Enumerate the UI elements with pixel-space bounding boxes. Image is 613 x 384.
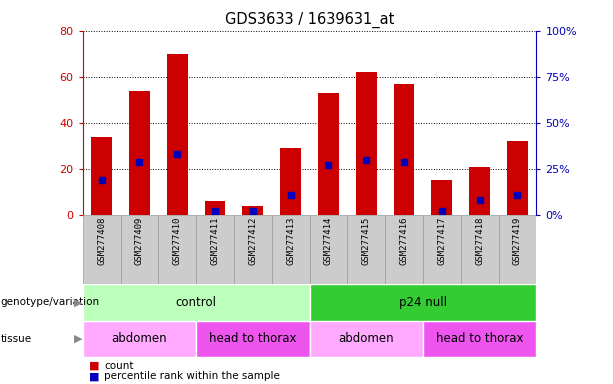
Bar xyxy=(348,215,385,284)
Text: ■: ■ xyxy=(89,371,99,381)
Bar xyxy=(310,321,423,357)
Bar xyxy=(310,284,536,321)
Text: percentile rank within the sample: percentile rank within the sample xyxy=(104,371,280,381)
Text: ■: ■ xyxy=(89,361,99,371)
Bar xyxy=(507,141,528,215)
Text: GSM277419: GSM277419 xyxy=(513,217,522,265)
Text: GSM277415: GSM277415 xyxy=(362,217,371,265)
Text: ▶: ▶ xyxy=(74,334,82,344)
Text: GSM277409: GSM277409 xyxy=(135,217,144,265)
Bar xyxy=(394,84,414,215)
Text: p24 null: p24 null xyxy=(399,296,447,309)
Title: GDS3633 / 1639631_at: GDS3633 / 1639631_at xyxy=(225,12,394,28)
Point xyxy=(324,162,333,168)
Bar xyxy=(91,137,112,215)
Bar xyxy=(423,321,536,357)
Text: control: control xyxy=(176,296,216,309)
Text: GSM277408: GSM277408 xyxy=(97,217,106,265)
Bar xyxy=(83,284,310,321)
Text: GSM277410: GSM277410 xyxy=(173,217,182,265)
Point xyxy=(475,197,485,204)
Bar xyxy=(205,201,226,215)
Point xyxy=(399,159,409,165)
Text: tissue: tissue xyxy=(1,334,32,344)
Text: GSM277413: GSM277413 xyxy=(286,217,295,265)
Point xyxy=(512,192,522,198)
Bar xyxy=(196,215,234,284)
Bar xyxy=(318,93,339,215)
Text: GSM277411: GSM277411 xyxy=(210,217,219,265)
Text: ▶: ▶ xyxy=(74,297,82,307)
Bar xyxy=(234,215,272,284)
Point xyxy=(248,208,257,214)
Bar xyxy=(243,206,263,215)
Text: count: count xyxy=(104,361,134,371)
Bar xyxy=(470,167,490,215)
Text: genotype/variation: genotype/variation xyxy=(1,297,100,307)
Text: GSM277416: GSM277416 xyxy=(400,217,409,265)
Text: head to thorax: head to thorax xyxy=(209,333,297,345)
Point xyxy=(172,151,182,157)
Bar xyxy=(310,215,348,284)
Bar xyxy=(432,180,452,215)
Bar xyxy=(461,215,498,284)
Bar xyxy=(196,321,310,357)
Bar xyxy=(121,215,158,284)
Bar xyxy=(158,215,196,284)
Bar xyxy=(498,215,536,284)
Text: GSM277418: GSM277418 xyxy=(475,217,484,265)
Point xyxy=(437,208,447,214)
Text: head to thorax: head to thorax xyxy=(436,333,524,345)
Point xyxy=(134,159,145,165)
Point xyxy=(286,192,295,198)
Bar xyxy=(423,215,461,284)
Point xyxy=(361,157,371,163)
Text: GSM277412: GSM277412 xyxy=(248,217,257,265)
Point xyxy=(210,208,220,214)
Bar xyxy=(356,72,376,215)
Bar xyxy=(167,54,188,215)
Text: GSM277414: GSM277414 xyxy=(324,217,333,265)
Text: abdomen: abdomen xyxy=(112,333,167,345)
Point xyxy=(97,177,107,183)
Bar xyxy=(272,215,310,284)
Bar xyxy=(385,215,423,284)
Bar xyxy=(129,91,150,215)
Text: abdomen: abdomen xyxy=(338,333,394,345)
Bar xyxy=(83,215,121,284)
Bar xyxy=(83,321,196,357)
Text: GSM277417: GSM277417 xyxy=(437,217,446,265)
Bar xyxy=(280,148,301,215)
